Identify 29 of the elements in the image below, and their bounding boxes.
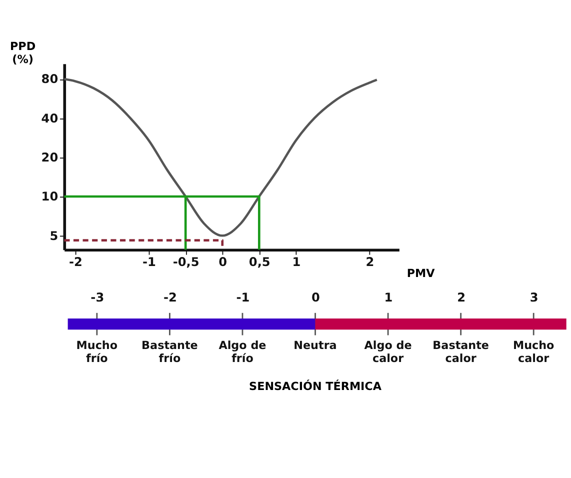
text: Bastante frío (142, 339, 198, 366)
x-axis-title: PMV (406, 267, 436, 280)
x-axis-title: SENSACIÓN TÉRMICA (249, 379, 382, 394)
x-tick-label: 0,5 (248, 254, 270, 269)
x-tick-label: 2 (366, 254, 374, 269)
y-tick-label: 5 (50, 228, 58, 243)
x-tick-label: -1 (142, 254, 156, 269)
x-tick-label: -0,5 (172, 254, 200, 269)
x-tick-label: 2 (457, 290, 466, 304)
text: Algo de calor (364, 339, 412, 366)
x-tick-label: 0 (312, 290, 320, 304)
text: Neutra (294, 339, 337, 352)
x-tick-label: -1 (236, 290, 250, 304)
text: Bastante calor (432, 339, 490, 366)
y-tick-label: 10 (41, 190, 58, 204)
x-tick-label: -2 (163, 290, 177, 304)
x-tick-label: -2 (68, 254, 82, 269)
x-tick-label: -3 (90, 290, 104, 304)
y-axis-title: PPD (%) (10, 40, 36, 66)
y-tick-label: 20 (41, 150, 58, 165)
y-tick-label: 80 (41, 72, 58, 86)
x-tick-label: 1 (384, 290, 393, 304)
x-tick-label: 1 (292, 254, 301, 269)
y-tick-label: 40 (41, 111, 58, 126)
text: Algo de frío (218, 339, 267, 366)
x-tick-label: 0 (218, 254, 228, 269)
text: Mucho calor (512, 339, 555, 366)
x-tick-label: 3 (530, 290, 538, 304)
text: Mucho frío (76, 339, 118, 366)
